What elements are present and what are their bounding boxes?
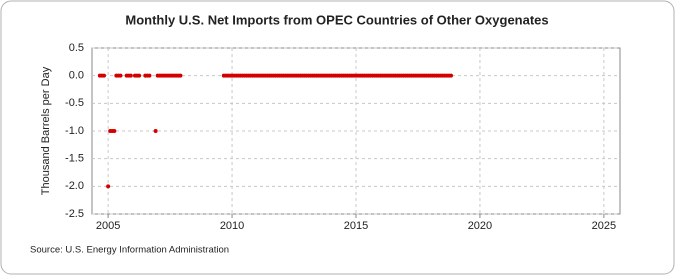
x-tick-label: 2015: [344, 220, 368, 232]
y-tick-label: -1.5: [65, 153, 84, 165]
data-point: [112, 129, 117, 133]
data-point: [118, 73, 123, 78]
y-tick-label: -2.5: [65, 208, 84, 220]
x-tick-label: 2025: [592, 220, 616, 232]
chart-title: Monthly U.S. Net Imports from OPEC Count…: [125, 12, 548, 27]
data-point: [153, 129, 158, 133]
y-tick-label: -0.5: [65, 97, 84, 109]
y-tick-label: 0.0: [69, 70, 84, 82]
y-tick-label: 0.5: [69, 42, 84, 54]
data-point: [449, 73, 454, 78]
data-point: [178, 73, 183, 78]
source-note: Source: U.S. Energy Information Administ…: [30, 245, 229, 256]
data-point: [147, 73, 152, 78]
data-point: [106, 184, 111, 189]
data-point: [128, 73, 133, 78]
x-tick-label: 2020: [468, 220, 492, 232]
data-point: [137, 73, 142, 78]
y-tick-label: -1.0: [65, 125, 84, 137]
x-tick-label: 2010: [220, 220, 244, 232]
y-tick-label: -2.0: [65, 180, 84, 192]
data-point: [101, 73, 106, 78]
y-axis-label: Thousand Barrels per Day: [40, 66, 52, 195]
x-tick-label: 2005: [96, 220, 120, 232]
